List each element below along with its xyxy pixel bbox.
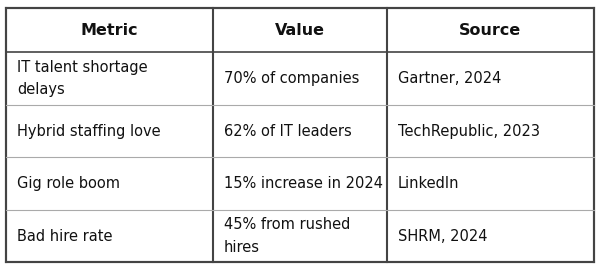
Text: Hybrid staffing love: Hybrid staffing love (17, 124, 160, 139)
Text: IT talent shortage
delays: IT talent shortage delays (17, 60, 148, 97)
Text: Value: Value (275, 23, 325, 38)
Text: SHRM, 2024: SHRM, 2024 (398, 229, 487, 243)
Text: 62% of IT leaders: 62% of IT leaders (224, 124, 352, 139)
Text: Gartner, 2024: Gartner, 2024 (398, 71, 501, 86)
Text: 45% from rushed
hires: 45% from rushed hires (224, 217, 350, 255)
Text: LinkedIn: LinkedIn (398, 176, 460, 191)
Text: 70% of companies: 70% of companies (224, 71, 359, 86)
Text: Bad hire rate: Bad hire rate (17, 229, 112, 243)
Text: TechRepublic, 2023: TechRepublic, 2023 (398, 124, 540, 139)
Text: Gig role boom: Gig role boom (17, 176, 120, 191)
Text: Metric: Metric (80, 23, 139, 38)
Text: Source: Source (460, 23, 521, 38)
Text: 15% increase in 2024: 15% increase in 2024 (224, 176, 383, 191)
